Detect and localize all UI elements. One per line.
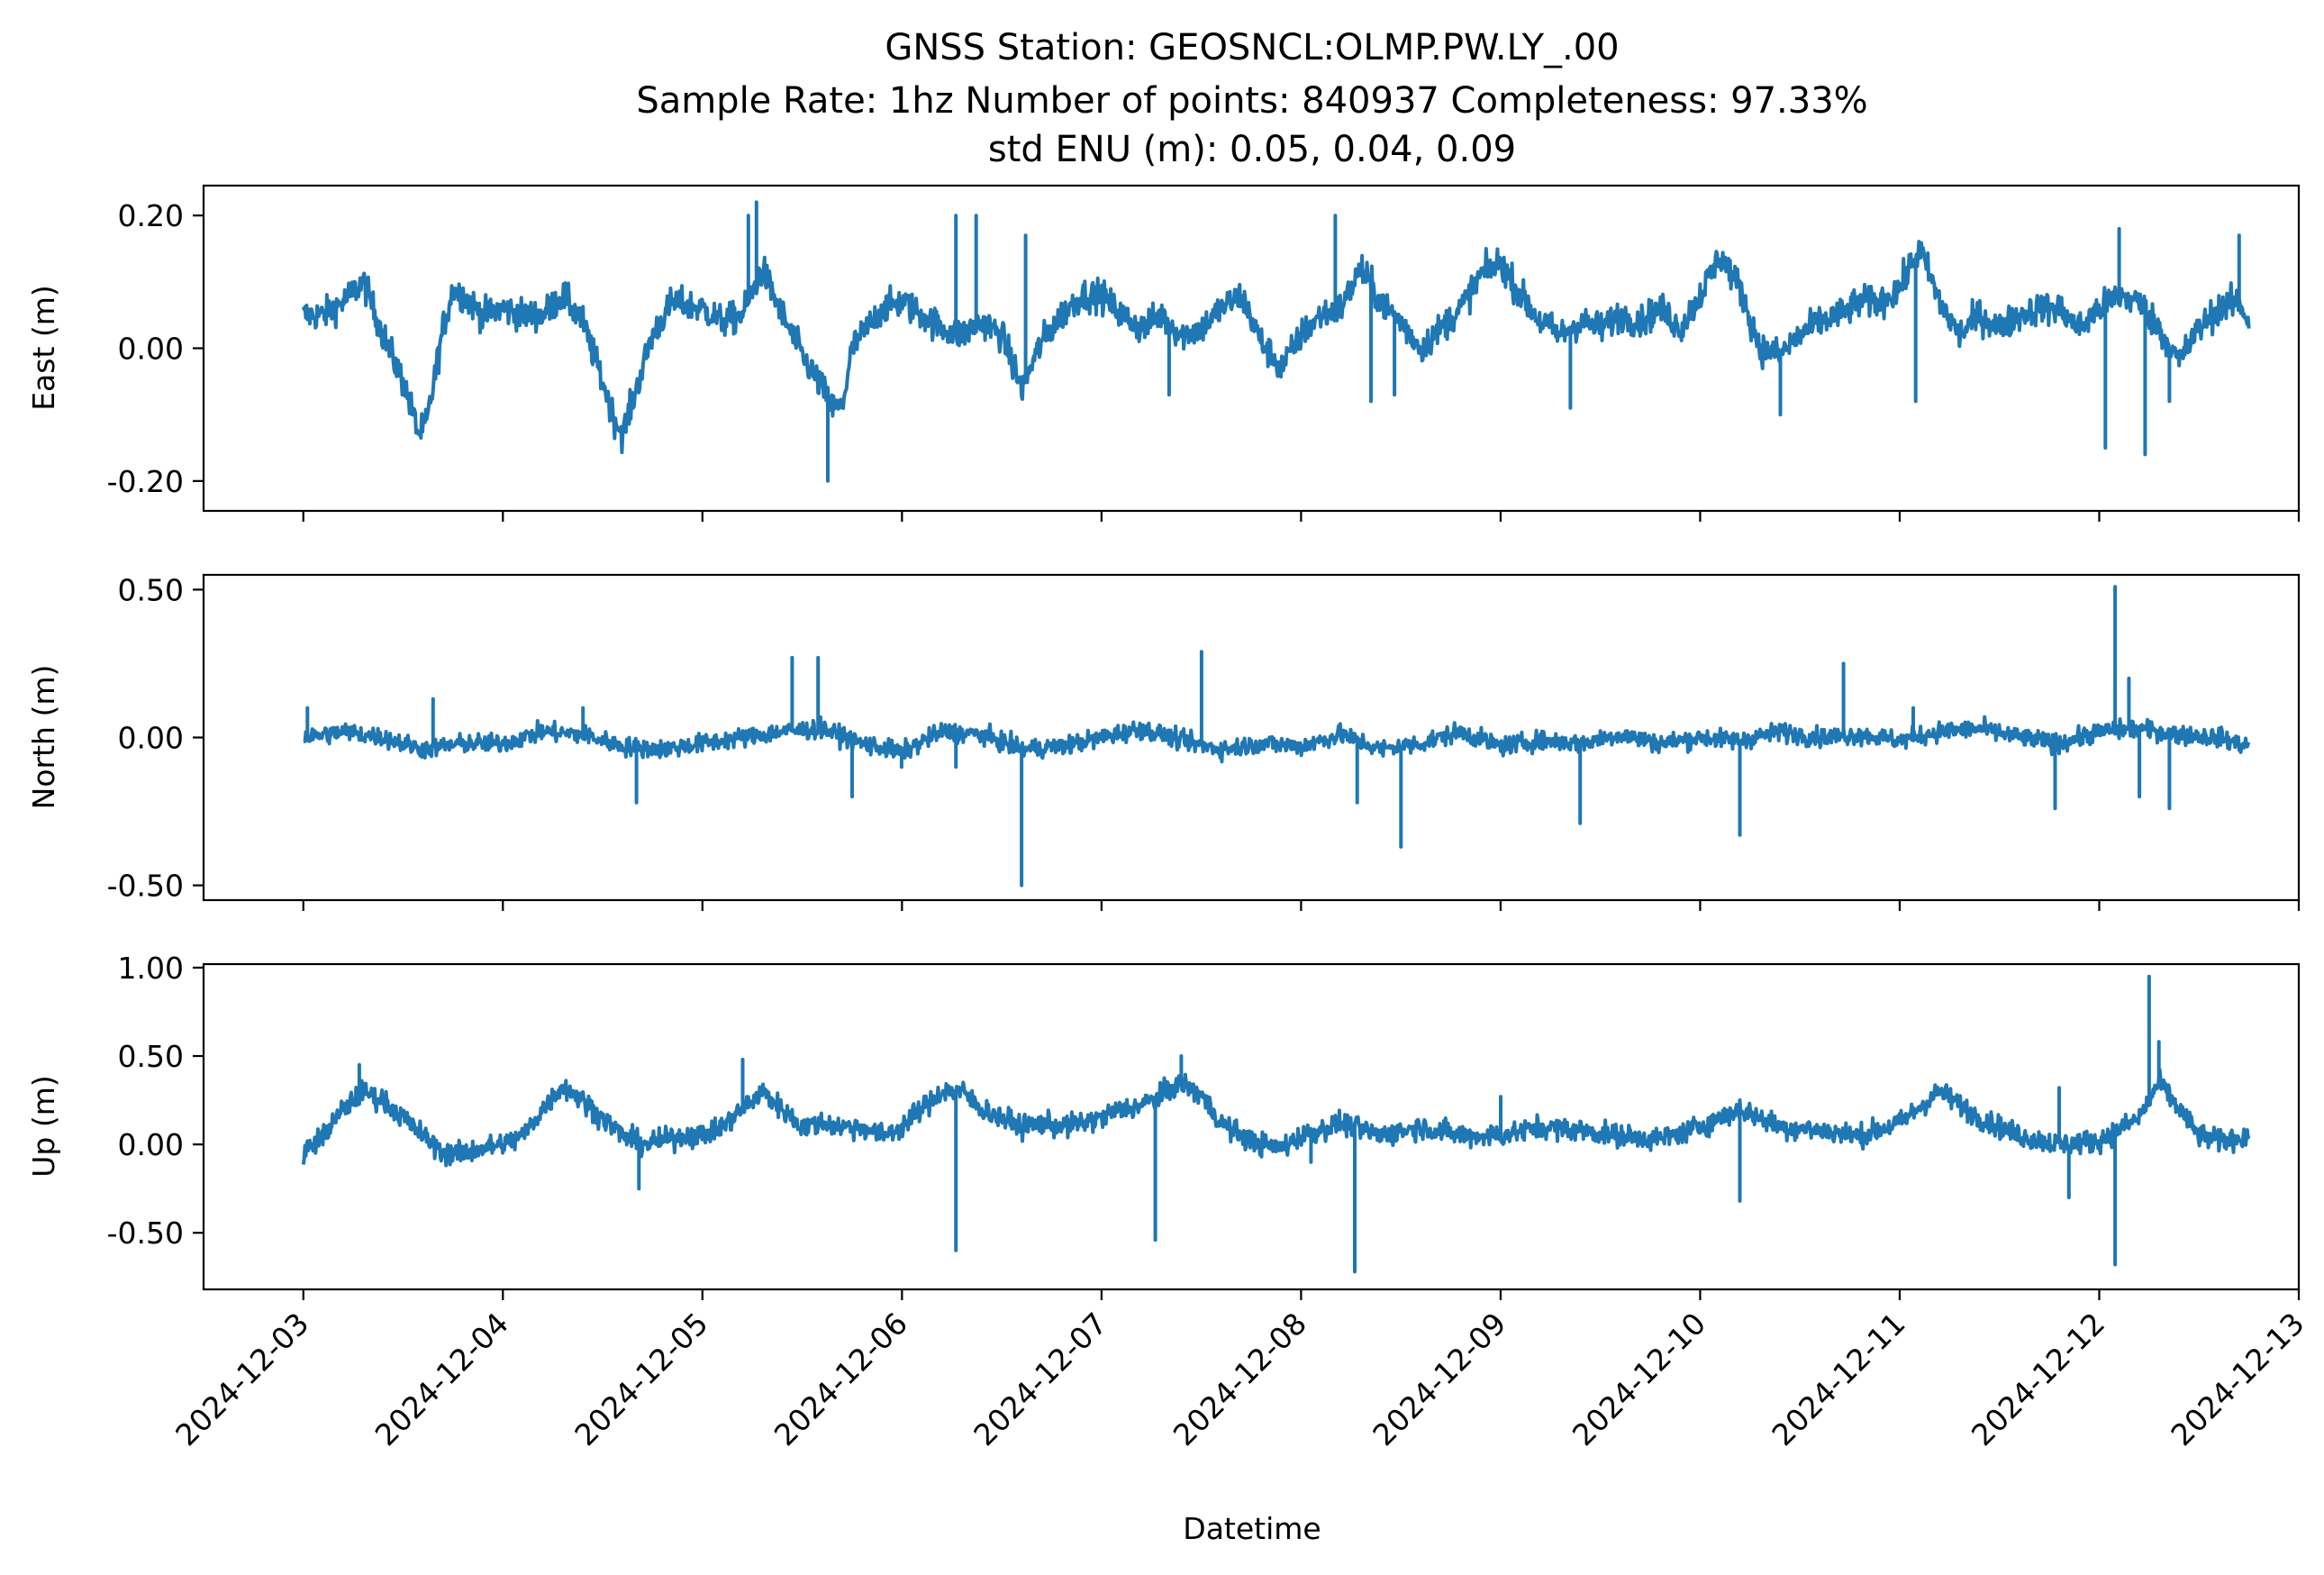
up-ytick-label: -0.50 [107,1215,184,1251]
up-xticks [302,1289,2301,1300]
east-y-axis-label: East (m) [26,285,61,411]
up-ytick-label: 0.50 [118,1039,184,1074]
up-series-layer [301,974,2251,1274]
up-ytick-label: 1.00 [118,951,184,986]
north-panel: 0.50 0.00 -0.50 North (m) [26,572,2301,911]
east-yticks: 0.20 0.00 -0.20 [107,198,204,499]
north-ytick-label: 0.00 [118,721,184,756]
north-series-layer [302,585,2251,888]
north-xticks [302,900,2301,911]
east-series-layer [301,200,2251,483]
up-panel: 1.00 0.50 0.00 -0.50 Up (m) [26,951,2301,1300]
x-axis-label: Datetime [1183,1511,1321,1546]
east-axes-frame [202,184,2301,513]
east-ytick-label: 0.00 [118,332,184,367]
chart-title-stats: Sample Rate: 1hz Number of points: 84093… [636,80,1867,122]
up-axes-frame [202,962,2301,1291]
east-ytick-label: 0.20 [118,198,184,233]
up-y-axis-label: Up (m) [26,1075,61,1178]
east-ytick-label: -0.20 [107,464,184,499]
north-ytick-label: 0.50 [118,572,184,607]
up-ytick-label: 0.00 [118,1127,184,1162]
north-axes-frame [202,573,2301,902]
north-y-axis-label: North (m) [26,665,61,810]
up-yticks: 1.00 0.50 0.00 -0.50 [107,951,204,1251]
north-yticks: 0.50 0.00 -0.50 [107,572,204,904]
north-series-line [302,585,2251,888]
chart-title-station: GNSS Station: GEOSNCL:OLMP.PW.LY_.00 [885,27,1619,68]
up-series-line [301,974,2251,1274]
chart-title-std: std ENU (m): 0.05, 0.04, 0.09 [988,129,1516,170]
east-panel: 0.20 0.00 -0.20 East (m) [26,184,2301,522]
north-ytick-label: -0.50 [107,869,184,904]
east-xticks [302,511,2301,522]
east-series-line [301,200,2251,483]
